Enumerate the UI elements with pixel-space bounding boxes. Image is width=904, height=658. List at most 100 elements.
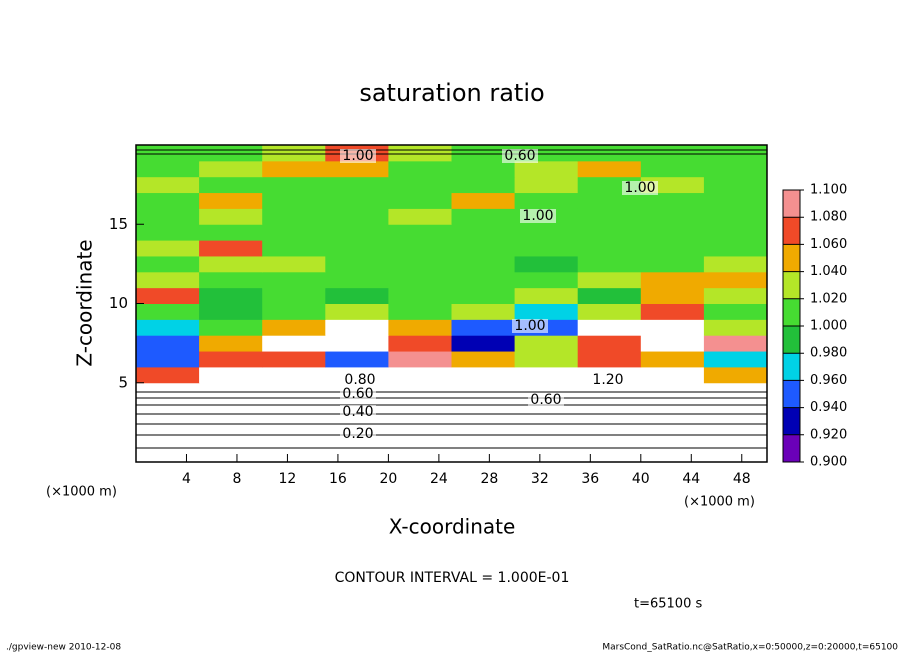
colorbar-label: 1.060 — [810, 237, 847, 252]
field-cell — [262, 287, 326, 304]
contour-label: 0.60 — [530, 392, 561, 408]
field-cell — [451, 224, 516, 241]
field-cell — [136, 208, 200, 225]
field-cell — [136, 192, 200, 209]
field-cell — [640, 255, 705, 273]
field-cell — [451, 398, 516, 415]
field-cell — [262, 319, 326, 336]
field-cell — [136, 287, 200, 304]
field-cell — [703, 430, 768, 447]
field-cell — [199, 255, 263, 273]
field-cell — [199, 160, 263, 178]
field-cell — [514, 287, 579, 304]
field-cell — [199, 351, 263, 368]
field-cell — [451, 430, 516, 447]
field-cell — [514, 366, 579, 384]
field-cell — [325, 303, 389, 320]
field-cell — [451, 303, 516, 320]
contour-label: 0.60 — [342, 386, 373, 402]
field-cell — [388, 145, 452, 162]
field-cell — [577, 240, 642, 257]
contour-label-bg — [340, 387, 376, 401]
colorbar-swatch — [783, 271, 800, 299]
field-cell — [451, 351, 516, 368]
contour-label: 0.80 — [344, 372, 375, 388]
colorbar-label: 0.960 — [810, 373, 847, 388]
field-cell — [640, 335, 705, 352]
footer-left: ./gpview-new 2010-12-08 — [6, 643, 121, 653]
field-cell — [262, 366, 326, 384]
field-cell — [262, 208, 326, 225]
x-unit-label: (×1000 m) — [46, 485, 117, 500]
field-cell — [451, 382, 516, 400]
contour-label-bg — [340, 405, 376, 419]
field-cell — [451, 240, 516, 257]
field-cell — [325, 335, 389, 352]
field-cell — [577, 319, 642, 336]
field-cell — [199, 430, 263, 447]
field-cell — [136, 271, 200, 289]
field-cell — [640, 287, 705, 304]
x-tick-label: 16 — [329, 471, 347, 487]
colorbar-swatch — [783, 407, 800, 435]
field-cell — [514, 414, 579, 431]
field-cell — [577, 208, 642, 225]
colorbar-label: 1.040 — [810, 264, 847, 279]
contour-label: 1.20 — [592, 372, 623, 388]
field-cell — [136, 382, 200, 400]
field-cell — [262, 303, 326, 320]
field-cell — [640, 224, 705, 241]
field-cell — [199, 271, 263, 289]
field-cell — [640, 430, 705, 447]
field-cell — [388, 366, 452, 384]
field-cell — [199, 240, 263, 257]
field-cell — [325, 446, 389, 463]
x-tick-label: 48 — [733, 471, 751, 487]
field-cell — [199, 303, 263, 320]
field-cell — [136, 176, 200, 194]
field — [136, 145, 768, 463]
x-tick-label: 28 — [480, 471, 498, 487]
field-cell — [514, 224, 579, 241]
contour-interval: CONTOUR INTERVAL = 1.000E-01 — [335, 570, 570, 586]
field-cell — [136, 430, 200, 447]
colorbar-swatch — [783, 298, 800, 326]
field-cell — [262, 382, 326, 400]
contour-label: 1.00 — [522, 208, 553, 224]
field-cell — [199, 192, 263, 209]
contour-label: 1.00 — [624, 180, 655, 196]
field-cell — [262, 160, 326, 178]
field-cell — [262, 192, 326, 209]
field-cell — [388, 208, 452, 225]
field-cell — [199, 208, 263, 225]
field-cell — [136, 303, 200, 320]
contour-label-bg — [342, 373, 378, 387]
field-cell — [703, 398, 768, 415]
colorbar-label: 0.980 — [810, 346, 847, 361]
field-cell — [514, 240, 579, 257]
field-cell — [703, 192, 768, 209]
chart-title: saturation ratio — [359, 79, 544, 107]
field-cell — [199, 366, 263, 384]
field-cell — [640, 303, 705, 320]
contour-label-bg — [528, 393, 564, 407]
field-cell — [388, 287, 452, 304]
field-cell — [262, 145, 326, 162]
field-cell — [262, 430, 326, 447]
field-cell — [199, 398, 263, 415]
field-cell — [451, 192, 516, 209]
field-cell — [388, 240, 452, 257]
field-cell — [514, 303, 579, 320]
colorbar-label: 0.920 — [810, 427, 847, 442]
colorbar-label: 0.940 — [810, 400, 847, 415]
field-cell — [577, 271, 642, 289]
field-cell — [388, 192, 452, 209]
field-cell — [577, 303, 642, 320]
field-cell — [703, 255, 768, 273]
field-cell — [325, 224, 389, 241]
field-cell — [262, 224, 326, 241]
field-cell — [703, 224, 768, 241]
field-cell — [262, 271, 326, 289]
field-cell — [640, 271, 705, 289]
